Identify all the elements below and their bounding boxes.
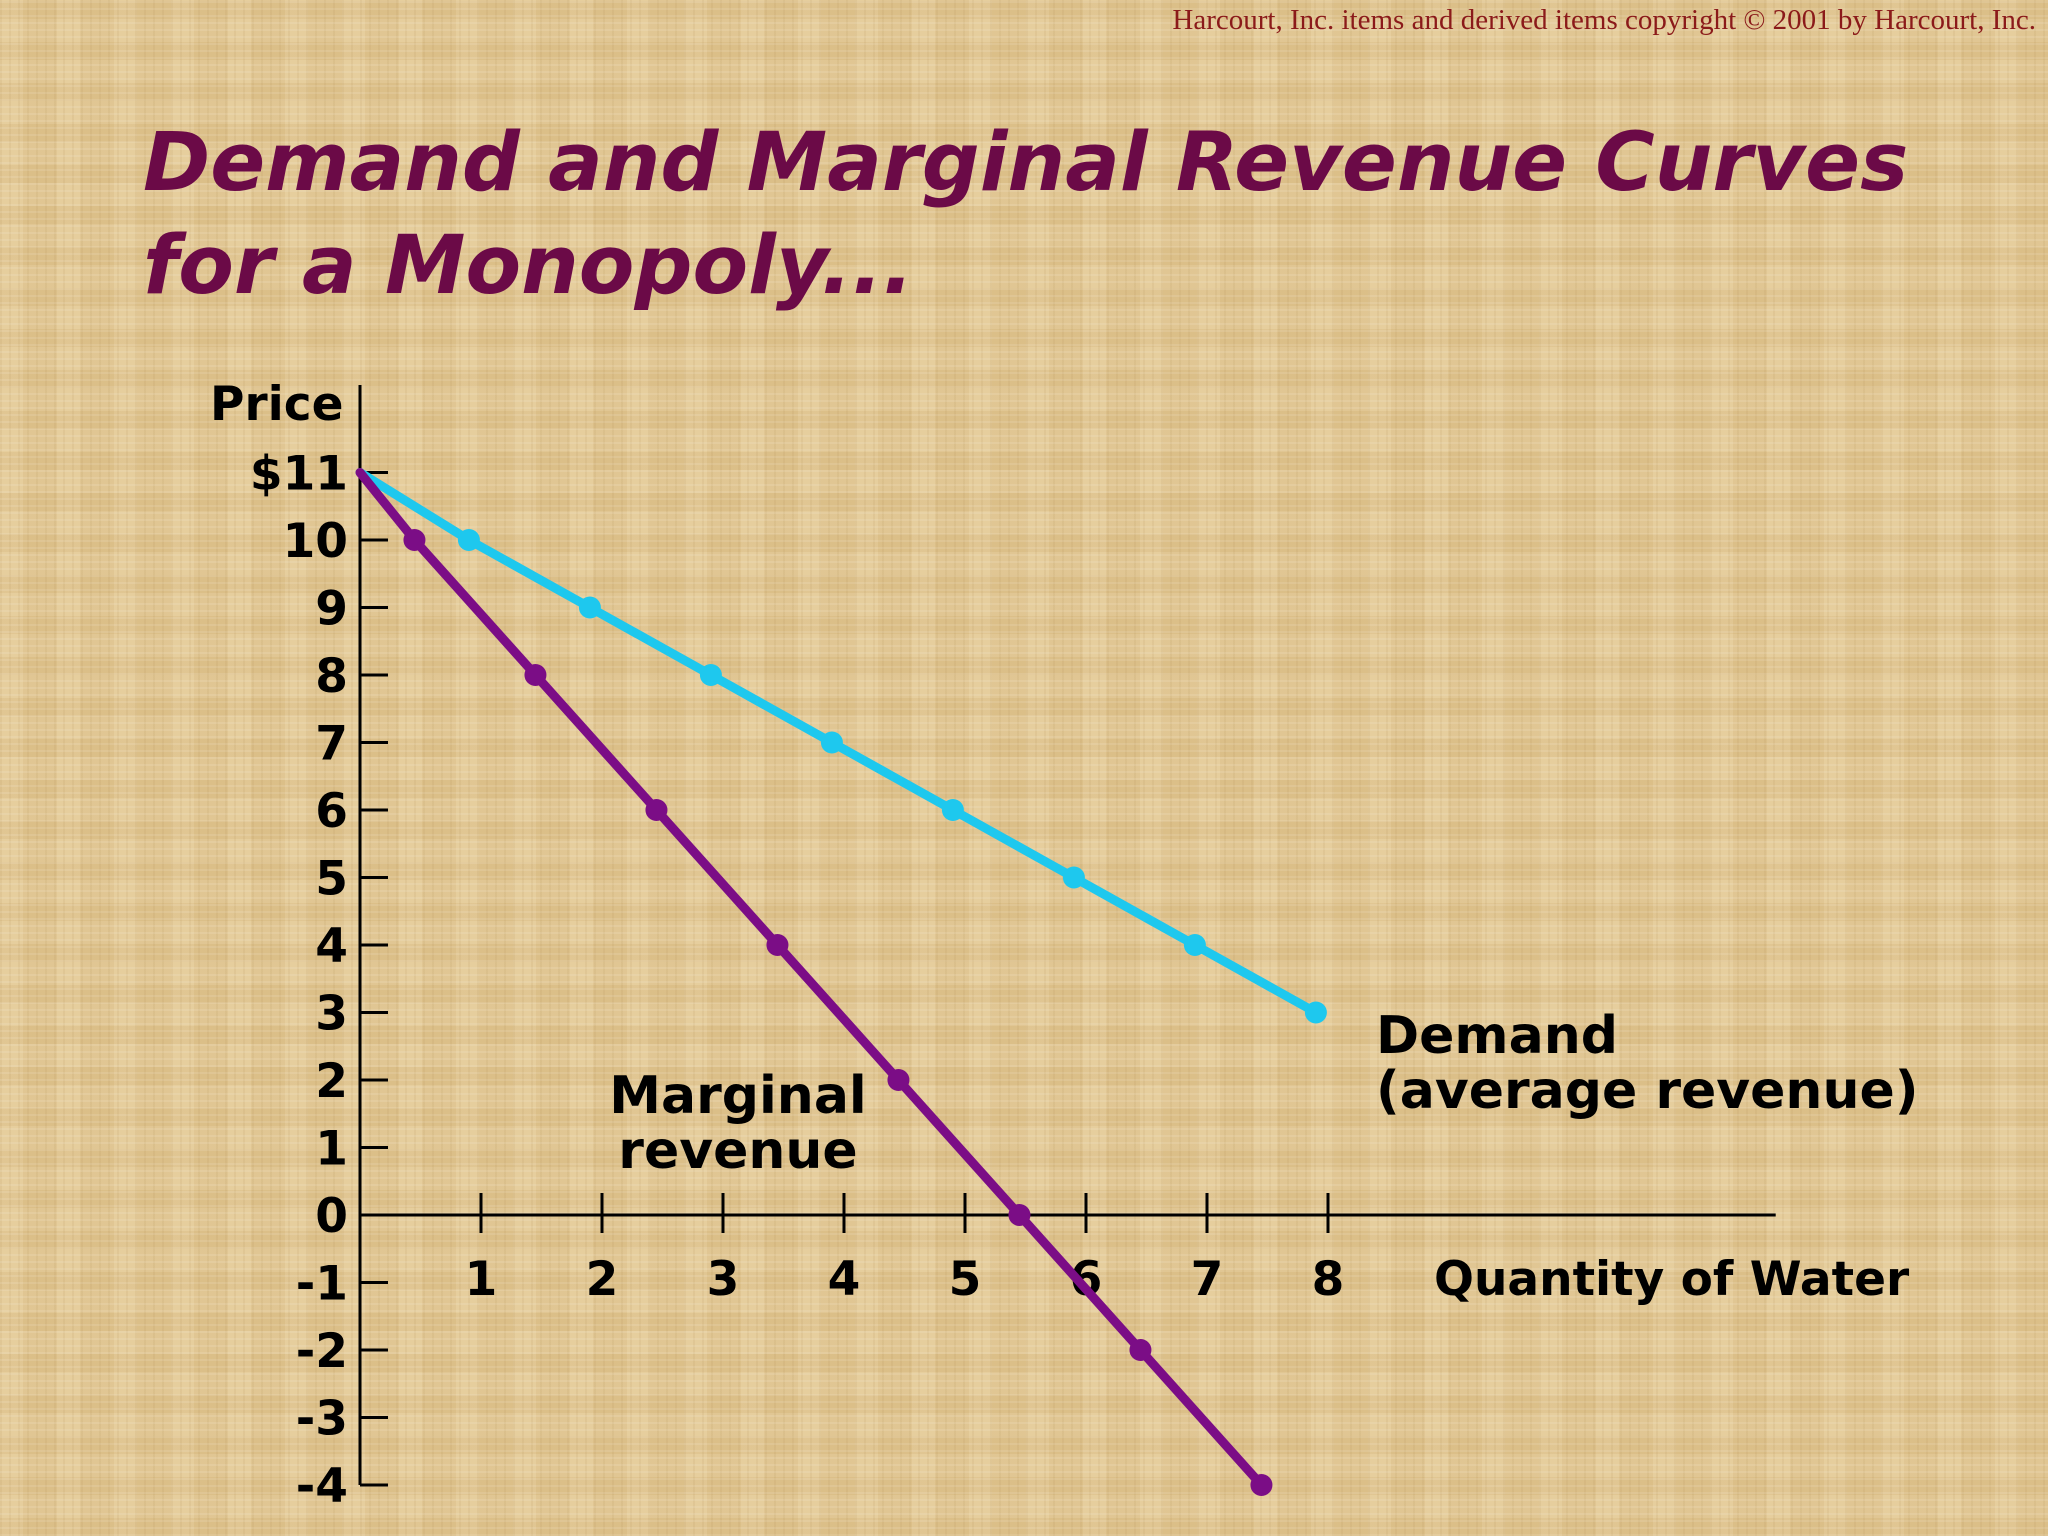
marginal-revenue-point — [1129, 1339, 1152, 1361]
y-tick-label: -1 — [296, 1257, 348, 1312]
demand-label-line-1: Demand — [1376, 1006, 1618, 1066]
y-tick-label: 9 — [315, 582, 348, 637]
x-tick-label: 2 — [586, 1252, 619, 1307]
y-axis-label: Price — [210, 377, 343, 432]
y-tick-label: $11 — [250, 447, 348, 502]
y-tick-label: 6 — [315, 784, 348, 839]
mr-label-line-2: revenue — [618, 1121, 857, 1181]
demand-point — [457, 529, 480, 551]
x-axis-label: Quantity of Water — [1434, 1252, 1910, 1307]
mr-label-line-1: Marginal — [609, 1066, 866, 1126]
demand-point — [699, 664, 722, 686]
demand-point — [578, 596, 601, 619]
y-tick-label: -3 — [296, 1392, 348, 1447]
y-tick-label: 7 — [315, 717, 348, 772]
page-title: Demand and Marginal Revenue Curves for a… — [143, 112, 1943, 318]
marginal-revenue-point — [1250, 1474, 1273, 1496]
demand-label-line-2: (average revenue) — [1376, 1061, 1919, 1121]
demand-point — [941, 799, 964, 821]
x-tick-label: 7 — [1191, 1252, 1224, 1307]
mr-label: Marginal revenue — [609, 1066, 866, 1181]
y-tick-label: 4 — [315, 919, 348, 974]
marginal-revenue-point — [1008, 1204, 1031, 1226]
demand-point — [1304, 1001, 1327, 1024]
x-tick-label: 1 — [465, 1252, 498, 1307]
marginal-revenue-point — [887, 1069, 910, 1091]
y-tick-label: 5 — [315, 852, 348, 907]
x-tick-label: 8 — [1312, 1252, 1345, 1307]
marginal-revenue-point — [403, 529, 426, 551]
demand-series — [355, 468, 1327, 1024]
y-tick-label: 1 — [315, 1122, 348, 1177]
copyright-notice: Harcourt, Inc. items and derived items c… — [1172, 4, 2036, 36]
marginal-revenue-point — [645, 799, 668, 821]
marginal-revenue-line — [355, 468, 1266, 1490]
y-tick-label: 0 — [315, 1189, 348, 1244]
x-tick-label: 3 — [707, 1252, 740, 1307]
demand-label: Demand (average revenue) — [1376, 1006, 1919, 1121]
demand-point — [1183, 934, 1206, 956]
title-line-1: Demand and Marginal Revenue Curves — [143, 116, 1909, 210]
y-tick-label: 8 — [315, 649, 348, 704]
marginal-revenue-point — [524, 664, 547, 686]
series-layer — [355, 468, 1327, 1496]
y-tick-label: 3 — [315, 987, 348, 1042]
marginal-revenue-point — [766, 934, 789, 956]
y-tick-label: 10 — [283, 514, 348, 569]
y-tick-label: 2 — [315, 1054, 348, 1109]
title-line-2: for a Monopoly... — [143, 219, 914, 313]
y-tick-label: -4 — [296, 1459, 348, 1514]
x-tick-label: 4 — [828, 1252, 861, 1307]
y-tick-label: -2 — [296, 1324, 348, 1379]
demand-point — [1062, 866, 1085, 889]
axes — [358, 385, 1776, 1485]
marginal-revenue-series — [355, 468, 1273, 1496]
x-tick-label: 5 — [949, 1252, 982, 1307]
demand-point — [820, 731, 843, 754]
